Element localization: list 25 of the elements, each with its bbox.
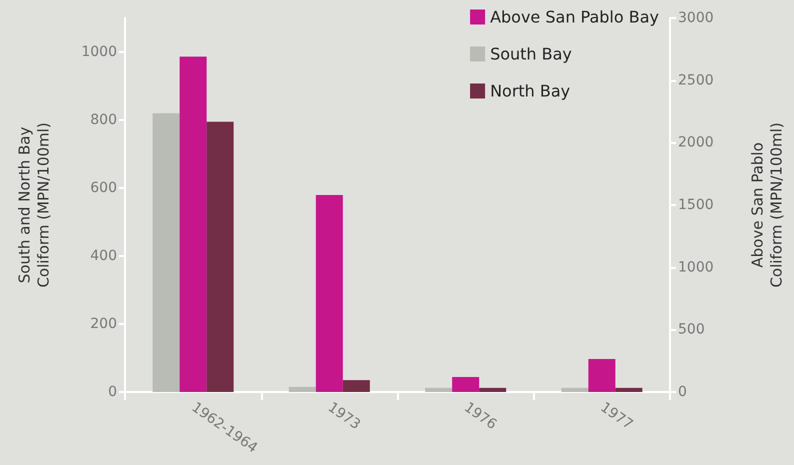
- y-tick-label: 600: [90, 180, 117, 196]
- bar: [561, 388, 588, 392]
- y2-axis-title: Above San Pablo Coliform (MPN/100ml): [748, 122, 786, 288]
- y-axis-title: South and North Bay Coliform (MPN/100ml): [16, 122, 52, 288]
- bar: [342, 380, 370, 392]
- y2-tick-label: 0: [678, 384, 687, 400]
- bar: [615, 388, 642, 392]
- y-tick-label: 400: [90, 248, 117, 264]
- y2-tick-label: 1000: [678, 259, 714, 276]
- y-tick-label: 800: [90, 112, 117, 128]
- y2-tick-label: 2500: [678, 72, 714, 88]
- y2-tick-label: 500: [678, 322, 705, 338]
- legend-label: South Bay: [490, 44, 572, 64]
- legend-label: North Bay: [490, 82, 570, 100]
- y2-tick-label: 3000: [678, 10, 714, 26]
- y2-tick-label: 1500: [678, 197, 714, 213]
- y-tick-label: 0: [108, 384, 117, 400]
- bar: [588, 358, 616, 392]
- bar: [288, 386, 316, 392]
- y-tick-label: 1000: [81, 44, 117, 60]
- y-tick-label: 200: [90, 316, 117, 332]
- legend-label: Above San Pablo Bay: [490, 8, 659, 26]
- bar: [452, 377, 480, 392]
- bar: [316, 195, 343, 392]
- y2-tick-label: 2000: [678, 134, 714, 151]
